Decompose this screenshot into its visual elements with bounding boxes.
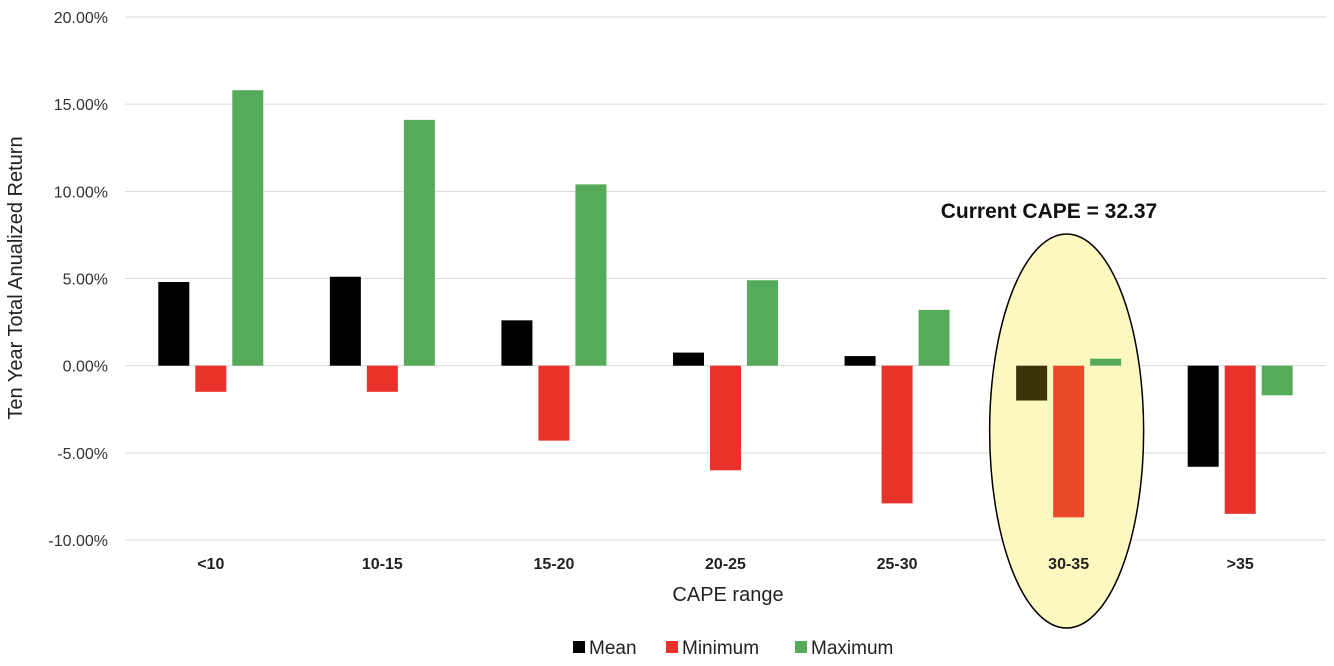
legend-swatch-minimum [666,641,678,653]
bar-minimum-4 [881,365,913,504]
current-cape-annotation: Current CAPE = 32.37 [941,200,1158,223]
y-axis-title: Ten Year Total Anualized Return [5,136,27,419]
y-tick-labels: 20.00% 15.00% 10.00% 5.00% 0.00% -5.00% -10.00… [48,10,108,550]
legend-swatch-mean [573,641,585,653]
x-category-labels: <10 10-15 15-20 20-25 25-30 30-35 >35 [197,556,1254,573]
legend-label-minimum: Minimum [682,638,759,659]
bar-mean-0 [158,281,190,366]
bars [158,90,1293,518]
bar-maximum-2 [575,184,607,366]
bar-maximum-6 [1261,365,1293,396]
bar-minimum-0 [195,365,227,392]
bar-maximum-4 [918,309,950,366]
bar-minimum-1 [366,365,398,392]
bar-mean-3 [673,352,704,366]
legend-swatch-maximum [795,641,807,653]
legend-label-mean: Mean [589,638,637,659]
legend-label-maximum: Maximum [811,638,893,659]
legend: Mean Minimum Maximum [573,638,893,659]
bar-mean-1 [329,276,361,366]
y-tick-label: 10.00% [54,184,108,201]
x-axis-title: CAPE range [672,584,783,606]
x-category-label: 30-35 [1048,556,1089,573]
bar-minimum-5 [1053,365,1085,518]
x-category-label: 25-30 [877,556,918,573]
bar-minimum-2 [538,365,570,441]
bar-minimum-3 [710,365,741,471]
y-tick-label: 0.00% [63,359,108,376]
y-tick-label: -5.00% [57,446,108,463]
y-tick-label: 5.00% [63,272,108,289]
bar-maximum-3 [747,280,778,366]
x-category-label: <10 [197,556,224,573]
x-category-label: 20-25 [705,556,746,573]
bar-maximum-1 [403,119,435,366]
x-category-label: >35 [1227,556,1254,573]
bar-minimum-6 [1224,365,1256,514]
bar-maximum-5 [1090,358,1122,366]
x-category-label: 15-20 [533,556,574,573]
bar-mean-2 [501,320,533,366]
bar-mean-6 [1187,365,1219,467]
y-tick-label: 15.00% [54,97,108,114]
bar-mean-4 [844,356,876,366]
y-tick-label: -10.00% [48,533,108,550]
bar-mean-5 [1016,365,1048,401]
x-category-label: 10-15 [362,556,403,573]
bar-maximum-0 [232,90,264,366]
y-tick-label: 20.00% [54,10,108,27]
